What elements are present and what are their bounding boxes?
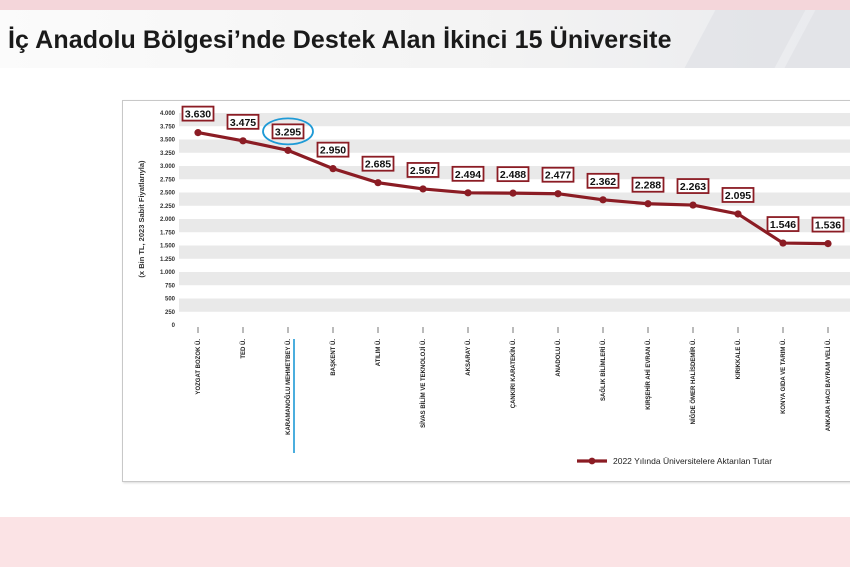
- data-label: 1.546: [770, 219, 796, 231]
- data-point: [779, 239, 787, 247]
- x-tick-label: KARAMANOĞLU MEHMETBEY Ü.: [284, 339, 292, 435]
- x-tick-label: NİĞDE ÖMER HALİSDEMİR Ü.: [689, 339, 697, 425]
- grid-band: [179, 298, 850, 312]
- y-tick-label: 2.500: [160, 191, 176, 197]
- legend-label: 2022 Yılında Üniversitelere Aktarılan Tu…: [613, 456, 772, 466]
- data-label-box: [586, 172, 620, 189]
- data-label: 2.567: [410, 165, 436, 177]
- x-tick-label: KIRIKKALE Ü.: [735, 339, 742, 380]
- y-tick-label: 4.000: [160, 111, 176, 117]
- x-tick-label: SİVAS BİLİM VE TEKNOLOJİ Ü.: [420, 339, 427, 428]
- y-axis-title: (x Bin TL, 2023 Sabit Fiyatlarıyla): [137, 160, 146, 278]
- data-point: [194, 129, 202, 137]
- data-point: [644, 200, 652, 208]
- y-tick-label: 1.500: [160, 244, 176, 250]
- data-point: [509, 189, 517, 197]
- x-tick-label: ATILIM Ü.: [375, 339, 382, 367]
- data-label: 2.288: [635, 180, 661, 192]
- bottom-band: [0, 517, 850, 567]
- data-point: [599, 196, 607, 204]
- x-tick-label: ÇANKIRI KARATEKİN Ü.: [510, 339, 517, 409]
- data-label-box: [406, 162, 440, 178]
- x-tick-label: AKSARAY Ü.: [465, 339, 472, 376]
- chart-frame: 4.000 3.750 3.500 3.250 3.000 2.750 2.500 2.250…: [122, 100, 850, 482]
- y-tick-label: 3.500: [160, 138, 176, 144]
- data-label-box: [226, 113, 260, 130]
- data-label-box: [316, 141, 350, 158]
- data-point: [464, 189, 472, 197]
- data-label: 2.950: [320, 145, 346, 157]
- top-strip: [0, 0, 850, 10]
- data-label-box: [361, 155, 395, 172]
- x-tick-label: SAĞLIK BİLİMLERİ Ü.: [599, 339, 607, 401]
- grid-band: [179, 113, 850, 127]
- data-point: [329, 165, 337, 173]
- data-point: [734, 210, 742, 218]
- data-label: 2.488: [500, 169, 526, 181]
- grid-band: [179, 192, 850, 206]
- data-label: 2.095: [725, 190, 751, 202]
- data-point: [239, 137, 247, 145]
- grid-band: [179, 245, 850, 259]
- data-label: 2.362: [590, 176, 616, 188]
- data-label: 3.475: [230, 117, 256, 129]
- x-tick-label: KONYA GIDA VE TARIM Ü.: [780, 339, 787, 414]
- data-label: 2.477: [545, 170, 571, 182]
- data-label: 2.494: [455, 169, 481, 181]
- data-label-box: [271, 123, 305, 140]
- data-label: 3.295: [275, 126, 301, 138]
- data-point: [824, 239, 832, 248]
- data-label-box: [811, 216, 845, 233]
- highlight-circle: [262, 117, 314, 146]
- data-label: 1.536: [815, 220, 841, 232]
- x-tick-label: ANADOLU Ü.: [555, 339, 562, 377]
- data-label-box: [721, 187, 755, 203]
- page-title: İç Anadolu Bölgesi’nde Destek Alan İkinc…: [8, 26, 672, 54]
- y-tick-label: 500: [165, 297, 176, 303]
- data-point: [689, 201, 697, 209]
- grid-band: [179, 139, 850, 153]
- title-banner: İç Anadolu Bölgesi’nde Destek Alan İkinc…: [0, 10, 850, 68]
- data-point: [419, 185, 427, 193]
- data-label-box: [631, 176, 665, 193]
- line-chart: 4.000 3.750 3.500 3.250 3.000 2.750 2.500 2.250…: [137, 105, 850, 466]
- y-tick-label: 2.250: [160, 204, 176, 210]
- banner-decoration: [684, 10, 806, 68]
- y-tick-label: 250: [165, 310, 176, 316]
- x-tick-label: ANKARA HACI BAYRAM VELİ Ü.: [825, 339, 832, 432]
- grid-band: [179, 219, 850, 233]
- y-tick-label: 3.000: [160, 164, 176, 170]
- data-label-box: [496, 166, 530, 183]
- x-tick-label: TED Ü.: [240, 339, 247, 359]
- y-tick-label: 2.750: [160, 177, 176, 183]
- data-label-box: [451, 165, 485, 182]
- y-tick-label: 3.250: [160, 151, 176, 157]
- grid-band: [179, 272, 850, 286]
- y-tick-label: 2.000: [160, 217, 176, 223]
- data-point: [284, 146, 292, 154]
- legend-marker: [588, 457, 596, 465]
- x-tick-label: KIRŞEHİR AHİ EVRAN Ü.: [645, 339, 652, 410]
- x-tick-label: YOZGAT BOZOK Ü.: [195, 339, 202, 395]
- data-point: [554, 190, 562, 198]
- data-point: [374, 179, 382, 187]
- y-tick-label: 0: [172, 323, 176, 329]
- data-label: 3.630: [185, 109, 211, 121]
- data-label: 2.685: [365, 159, 391, 171]
- y-tick-label: 1.000: [160, 270, 176, 276]
- y-tick-label: 1.750: [160, 230, 176, 236]
- y-tick-label: 750: [165, 283, 176, 289]
- x-tick-label: BAŞKENT Ü.: [330, 339, 337, 376]
- data-label: 2.263: [680, 181, 706, 193]
- data-label-box: [541, 166, 575, 183]
- y-tick-label: 3.750: [160, 124, 176, 130]
- data-label-box: [181, 105, 215, 122]
- data-label-box: [676, 178, 710, 194]
- data-label-box: [766, 216, 800, 232]
- y-tick-label: 1.250: [160, 257, 176, 263]
